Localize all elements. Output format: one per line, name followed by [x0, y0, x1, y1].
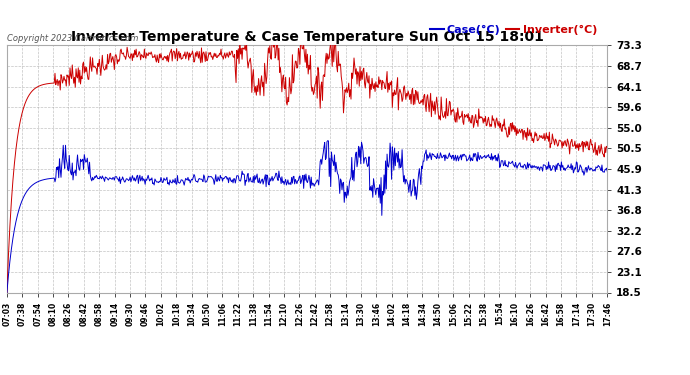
Text: Copyright 2023 Cartronics.com: Copyright 2023 Cartronics.com — [7, 34, 138, 43]
Legend: Case(°C), Inverter(°C): Case(°C), Inverter(°C) — [426, 21, 602, 40]
Title: Inverter Temperature & Case Temperature Sun Oct 15 18:01: Inverter Temperature & Case Temperature … — [70, 30, 544, 44]
